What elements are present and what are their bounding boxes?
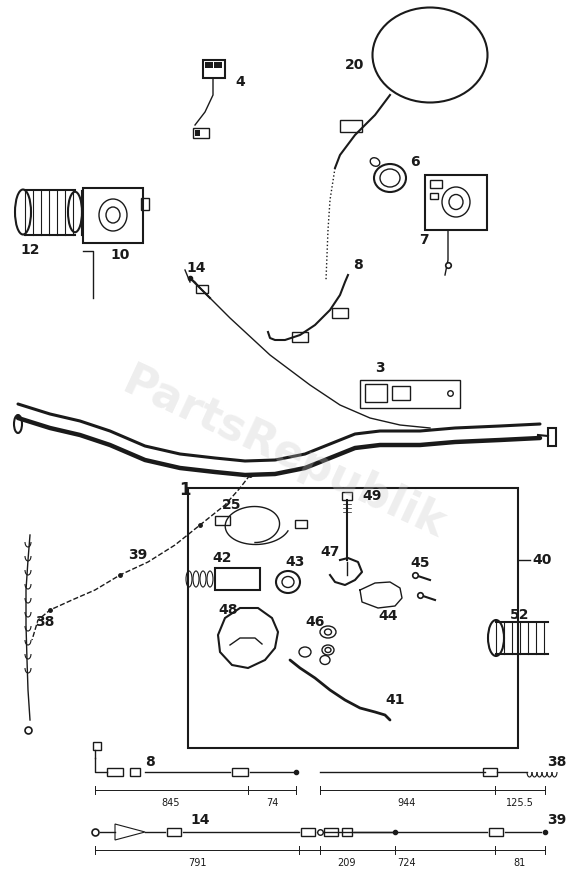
Text: 40: 40	[532, 553, 552, 567]
Bar	[214, 62, 222, 68]
Text: 39: 39	[128, 548, 148, 562]
Text: 48: 48	[218, 603, 238, 617]
Bar	[430, 193, 438, 199]
Text: 845: 845	[162, 798, 180, 808]
Text: 791: 791	[188, 858, 206, 868]
Bar	[342, 492, 352, 500]
Text: 4: 4	[235, 75, 245, 89]
Text: 41: 41	[385, 693, 404, 707]
Polygon shape	[218, 608, 278, 668]
Text: 7: 7	[419, 233, 429, 247]
Bar	[365, 384, 387, 402]
Bar	[324, 828, 338, 836]
Bar	[392, 386, 410, 400]
Bar	[489, 828, 503, 836]
Bar	[83, 188, 143, 243]
Text: 39: 39	[547, 813, 566, 827]
Bar	[232, 768, 248, 776]
Text: 38: 38	[35, 615, 55, 629]
Text: 944: 944	[398, 798, 416, 808]
Text: 38: 38	[547, 755, 566, 769]
Text: 12: 12	[20, 243, 40, 257]
Bar	[196, 285, 208, 293]
Bar	[167, 828, 181, 836]
Bar	[188, 488, 518, 748]
Text: 45: 45	[410, 556, 430, 570]
Text: 209: 209	[338, 858, 356, 868]
Text: 8: 8	[353, 258, 363, 272]
Bar	[301, 828, 315, 836]
Text: 46: 46	[306, 615, 325, 629]
Bar	[203, 60, 225, 78]
Bar	[295, 520, 307, 528]
Text: 14: 14	[190, 813, 210, 827]
Polygon shape	[115, 824, 145, 840]
Bar	[360, 380, 460, 408]
Text: 20: 20	[345, 58, 365, 72]
Text: 6: 6	[410, 155, 420, 169]
Text: 1: 1	[179, 481, 191, 499]
Text: 25: 25	[222, 498, 242, 512]
Text: 8: 8	[145, 755, 155, 769]
Text: 52: 52	[510, 608, 530, 622]
Text: 43: 43	[285, 555, 304, 569]
Text: 3: 3	[375, 361, 385, 375]
Text: 47: 47	[320, 545, 340, 559]
Text: 81: 81	[514, 858, 526, 868]
Bar	[483, 768, 497, 776]
Text: 49: 49	[362, 489, 381, 503]
Bar	[193, 128, 209, 138]
Bar	[430, 180, 442, 188]
Bar	[425, 175, 487, 230]
Bar	[141, 198, 149, 210]
Bar	[332, 308, 348, 318]
Bar	[205, 62, 213, 68]
Bar	[342, 828, 352, 836]
Text: 10: 10	[110, 248, 130, 262]
Text: PartsRepublik: PartsRepublik	[116, 360, 452, 547]
Text: 14: 14	[186, 261, 206, 275]
Bar	[130, 768, 140, 776]
Text: 125.5: 125.5	[506, 798, 534, 808]
Bar	[340, 120, 362, 132]
Bar	[292, 332, 308, 342]
Bar	[215, 568, 260, 590]
Bar	[93, 742, 101, 750]
Text: 44: 44	[378, 609, 398, 623]
Text: 74: 74	[266, 798, 278, 808]
Bar	[195, 130, 200, 136]
Text: 724: 724	[398, 858, 416, 868]
Text: 42: 42	[212, 551, 232, 565]
Bar	[215, 516, 230, 525]
Bar	[107, 768, 123, 776]
Bar	[548, 428, 556, 446]
